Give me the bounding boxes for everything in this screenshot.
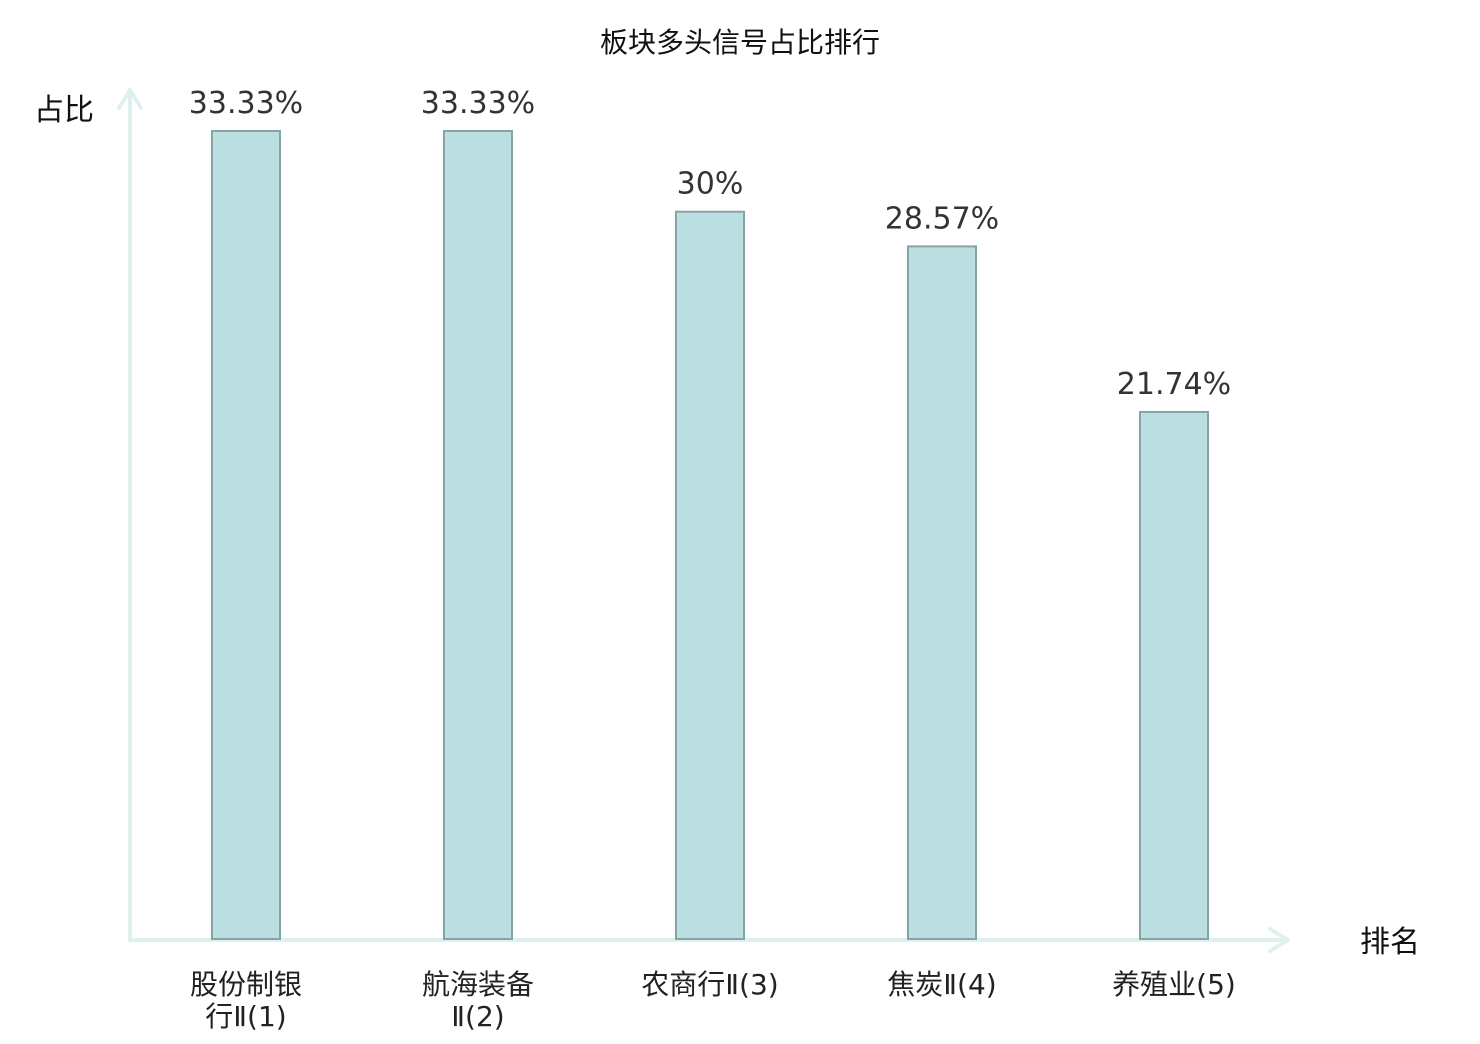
x-tick-label: 焦炭Ⅱ(4) bbox=[887, 968, 996, 1001]
x-tick-label: 航海装备 bbox=[422, 968, 534, 1001]
bar bbox=[675, 210, 745, 940]
bars-layer bbox=[211, 130, 1209, 941]
bar bbox=[1139, 410, 1209, 940]
chart-title: 板块多头信号占比排行 bbox=[600, 26, 880, 59]
bar bbox=[211, 130, 281, 940]
x-axis-arrow-icon bbox=[1268, 927, 1290, 953]
bar bbox=[443, 130, 513, 940]
x-tick-label: Ⅱ(2) bbox=[451, 1000, 504, 1033]
bar-value-label: 21.74% bbox=[1117, 367, 1231, 402]
bar-value-label: 30% bbox=[677, 167, 744, 202]
y-axis-arrow-icon bbox=[117, 88, 143, 110]
x-tick-label: 养殖业(5) bbox=[1112, 968, 1236, 1001]
x-tick-label: 农商行Ⅱ(3) bbox=[641, 968, 778, 1001]
bar bbox=[907, 245, 977, 941]
x-axis-label: 排名 bbox=[1360, 925, 1420, 960]
x-tick-label: 股份制银 bbox=[190, 968, 302, 1001]
y-axis-label: 占比 bbox=[34, 93, 94, 128]
bar-value-label: 33.33% bbox=[189, 86, 303, 121]
bar-value-label: 28.57% bbox=[885, 201, 999, 236]
bar-value-label: 33.33% bbox=[421, 86, 535, 121]
x-tick-label: 行Ⅱ(1) bbox=[205, 1000, 286, 1033]
data-labels-layer: 33.33% 33.33% 30% 28.57% 21.74% bbox=[189, 86, 1231, 402]
